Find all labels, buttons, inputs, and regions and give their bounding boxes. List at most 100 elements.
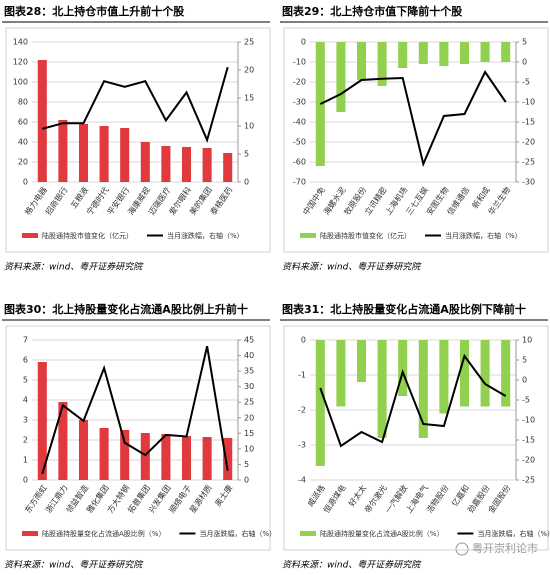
y2-tick-label: -30	[522, 178, 535, 187]
y-tick-label: 80	[18, 98, 28, 107]
y2-tick-label: -10	[522, 98, 535, 107]
line	[41, 345, 229, 475]
legend-swatch	[300, 531, 316, 536]
bar	[501, 340, 511, 407]
bar	[418, 340, 428, 438]
bar	[78, 420, 89, 480]
bar	[398, 340, 408, 396]
bar	[140, 142, 150, 182]
y2-tick-label: -15	[522, 436, 535, 445]
bar	[202, 437, 212, 480]
legend-label: 陆股通持股市值变化（亿元）	[42, 231, 133, 240]
y2-tick-label: -5	[522, 396, 530, 405]
bar	[58, 402, 68, 480]
y2-tick-label: -20	[522, 138, 535, 147]
bar	[398, 42, 408, 68]
y-tick-label: -30	[293, 98, 306, 107]
y-tick-label: -20	[293, 78, 306, 87]
y-tick-label: -4	[298, 476, 306, 485]
y2-tick-label: 5	[244, 150, 249, 159]
y-tick-label: 3	[23, 416, 28, 425]
y2-tick-label: 10	[244, 444, 254, 453]
y2-tick-label: -25	[522, 476, 535, 485]
source: 资料来源：wind、粤开证券研究院	[4, 262, 144, 273]
y-tick-label: 5	[23, 376, 28, 385]
bar	[37, 362, 47, 480]
y2-tick-label: 20	[244, 413, 254, 422]
line	[319, 70, 507, 168]
y2-tick-label: -25	[522, 158, 535, 167]
chart-title: 图表28：北上持仓市值上升前十个股	[4, 4, 185, 18]
y2-tick-label: 25	[244, 398, 254, 407]
bar	[181, 147, 192, 182]
legend-label: 当月涨跌幅，右轴（%）	[199, 529, 276, 538]
y-tick-label: -40	[293, 118, 306, 127]
y-tick-label: 0	[301, 336, 306, 345]
y2-tick-label: 10	[522, 336, 532, 345]
bar	[161, 146, 171, 182]
chart-frame	[5, 325, 271, 551]
y-tick-label: 20	[18, 158, 28, 167]
source: 资料来源：wind、粤开证券研究院	[4, 560, 144, 571]
y-tick-label: -50	[293, 138, 306, 147]
source: 资料来源：wind、粤开证券研究院	[282, 560, 422, 571]
bar	[37, 60, 47, 182]
bar	[480, 340, 490, 407]
y2-tick-label: 30	[244, 382, 254, 391]
chart-title: 图表29：北上持仓市值下降前十个股	[282, 4, 463, 18]
bar	[99, 428, 109, 480]
y-tick-label: -3	[298, 441, 306, 450]
bar	[140, 433, 150, 480]
bar	[356, 340, 367, 382]
y-tick-label: 100	[13, 78, 28, 87]
y2-tick-label: 45	[244, 336, 254, 345]
watermark: 粤开崇利论市	[472, 541, 538, 555]
bar	[459, 42, 470, 64]
y-tick-label: 1	[23, 456, 28, 465]
bar	[315, 340, 325, 466]
bar	[99, 126, 109, 182]
bar	[315, 42, 325, 166]
y-tick-label: -2	[298, 406, 306, 415]
bar	[161, 434, 171, 480]
line	[42, 66, 229, 143]
y-tick-label: -70	[293, 178, 306, 187]
y2-tick-label: 25	[244, 38, 254, 47]
bar	[181, 436, 192, 480]
bar	[356, 42, 367, 80]
y2-tick-label: 20	[244, 66, 254, 75]
line	[319, 353, 507, 448]
y-tick-label: 0	[23, 178, 28, 187]
y-tick-label: 120	[13, 58, 28, 67]
chart-title: 图表30：北上持股量变化占流通A股比例上升前十	[4, 302, 248, 316]
legend-label: 陆股通持股量变化占流通A股比例（%）	[320, 529, 443, 538]
chart-title: 图表31：北上持股量变化占流通A股比例下降前十	[282, 302, 526, 316]
y-tick-label: 7	[23, 336, 28, 345]
y-tick-label: -1	[298, 371, 306, 380]
bar	[223, 153, 233, 182]
y2-tick-label: 5	[522, 356, 527, 365]
bar	[439, 42, 449, 66]
y2-tick-label: 0	[522, 58, 527, 67]
legend-label: 当月涨跌幅，右轴（%）	[167, 231, 244, 240]
bar	[336, 42, 346, 112]
bar	[78, 124, 89, 182]
legend-swatch	[22, 531, 38, 536]
legend-label: 当月涨跌幅，右轴（%）	[445, 231, 522, 240]
chart-frame	[5, 27, 271, 253]
bar	[480, 42, 490, 62]
source: 资料来源：wind、粤开证券研究院	[282, 262, 422, 273]
y2-tick-label: 35	[244, 367, 254, 376]
y-tick-label: 6	[23, 356, 28, 365]
y2-tick-label: 0	[522, 376, 527, 385]
y-tick-label: 60	[18, 118, 28, 127]
y-tick-label: -10	[293, 58, 306, 67]
bar	[377, 340, 387, 438]
chart-frame	[283, 325, 549, 551]
y2-tick-label: -15	[522, 118, 535, 127]
legend-swatch	[300, 233, 316, 238]
bar	[377, 42, 387, 86]
y2-tick-label: 40	[244, 351, 254, 360]
watermark-icon	[455, 542, 469, 556]
bar	[223, 438, 233, 480]
